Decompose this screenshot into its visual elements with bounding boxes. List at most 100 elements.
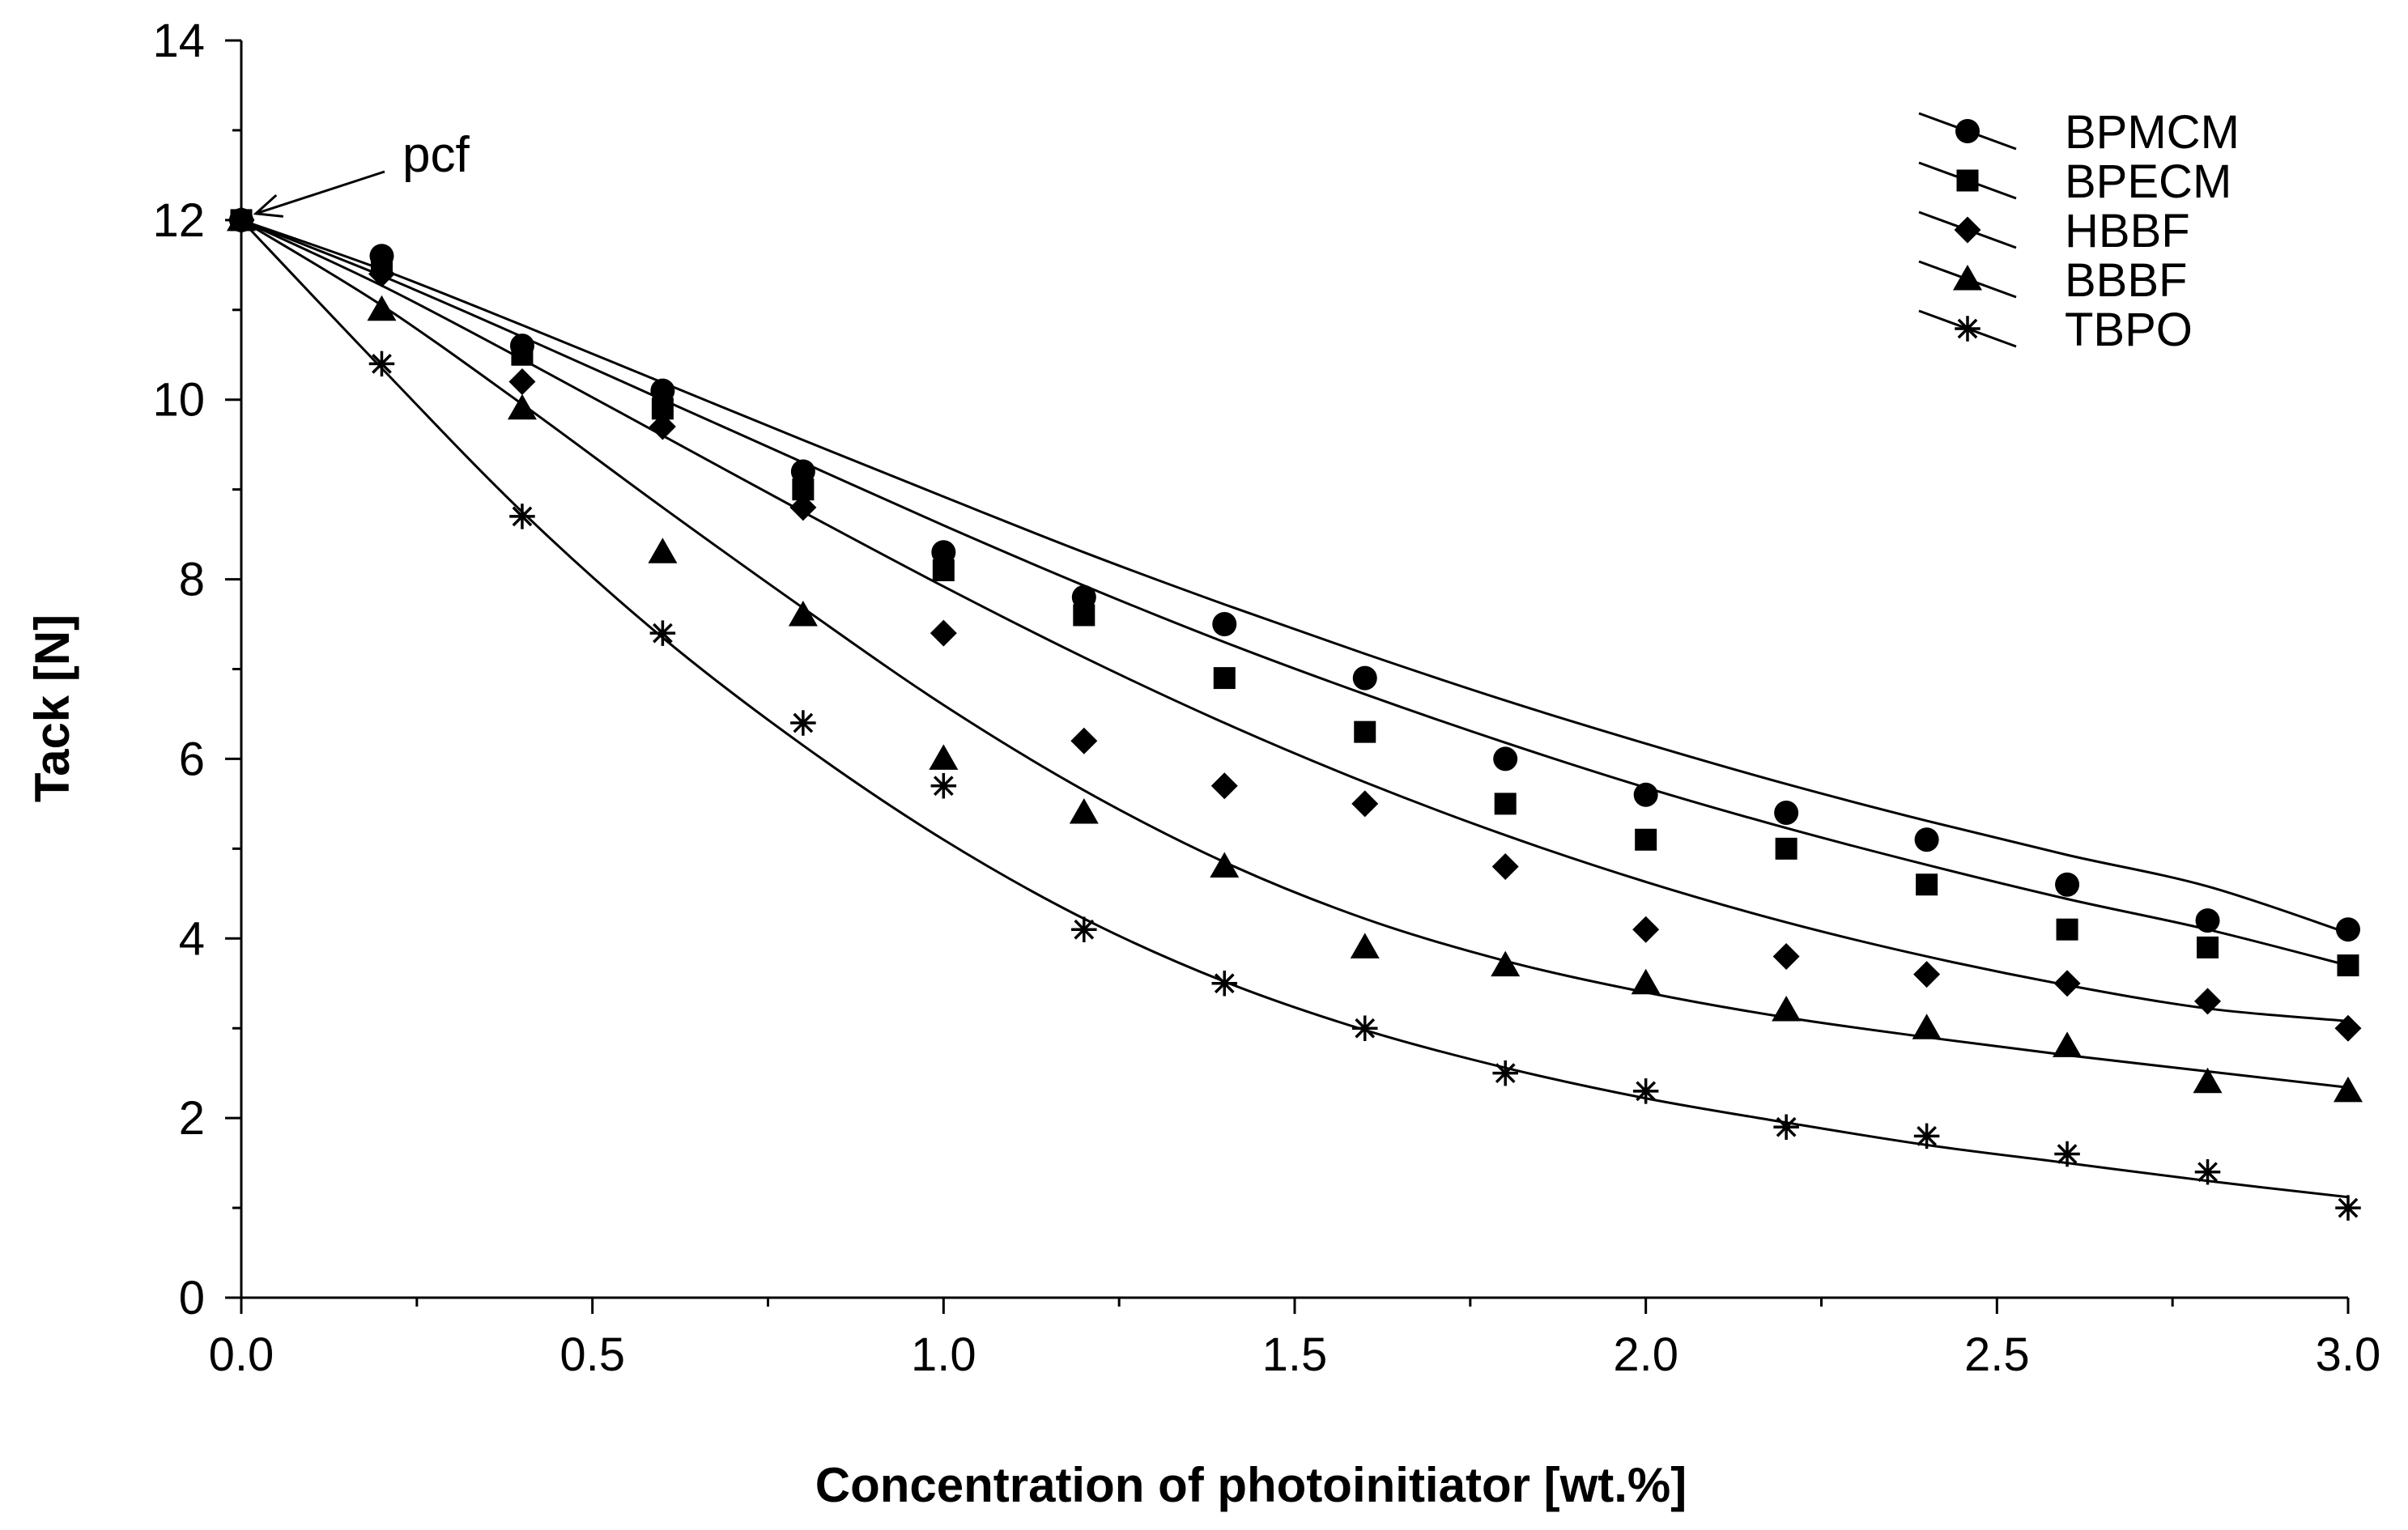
data-point-bpmcm xyxy=(2336,917,2360,942)
fit-curve-bpecm xyxy=(240,219,2349,967)
y-tick-label: 4 xyxy=(179,912,205,965)
data-point-tbpo xyxy=(1492,1060,1518,1086)
data-point-bbbf xyxy=(1350,933,1380,958)
asterisk-stroke xyxy=(1957,318,1978,339)
data-point-tbpo xyxy=(368,351,395,377)
data-point-bpecm xyxy=(2197,936,2219,958)
data-point-tbpo xyxy=(1913,1123,1940,1150)
legend-label-bpmcm: BPMCM xyxy=(2065,106,2240,159)
legend-item-tbpo: TBPO xyxy=(1918,304,2193,356)
data-point-bpecm xyxy=(1916,873,1938,896)
data-point-bpmcm xyxy=(1212,612,1237,637)
data-point-bbbf xyxy=(507,393,537,420)
data-point-bpecm xyxy=(1494,793,1517,815)
data-point-bbbf xyxy=(1210,852,1240,878)
annotation-arrow xyxy=(255,170,385,215)
axes: 0.0 0.5 1.0 1.5 2.0 2.5 3.0 0 2 4 6 8 10 12 14 xyxy=(152,15,2380,1381)
x-tick-label: 0.5 xyxy=(559,1328,625,1381)
data-point-tbpo xyxy=(2335,1195,2361,1221)
asterisk-stroke xyxy=(1776,1116,1797,1137)
x-axis-label: Concentration of photoinitiator [wt.%] xyxy=(815,1458,1687,1512)
data-point-bpecm xyxy=(2056,918,2078,941)
data-point-bpmcm xyxy=(1914,827,1939,852)
annotation-arrowhead xyxy=(253,193,283,218)
legend-marker-hbbf xyxy=(1954,216,1981,244)
asterisk-stroke xyxy=(653,623,673,644)
data-point-tbpo xyxy=(1773,1114,1799,1140)
asterisk-stroke xyxy=(793,712,814,733)
asterisk-stroke xyxy=(1355,1018,1376,1039)
data-point-tbpo xyxy=(1071,916,1097,942)
data-point-bpmcm xyxy=(1633,782,1658,807)
data-point-tbpo xyxy=(509,504,535,529)
fit-curve-hbbf xyxy=(240,219,2349,1022)
data-markers xyxy=(227,205,2363,1221)
data-point-hbbf xyxy=(368,260,395,287)
legend-item-bpecm: BPECM xyxy=(1918,155,2231,208)
fit-curve-bpmcm xyxy=(240,219,2349,935)
data-point-tbpo xyxy=(1211,971,1238,997)
data-point-bpmcm xyxy=(1352,665,1377,691)
data-point-tbpo xyxy=(649,620,676,646)
data-point-bbbf xyxy=(1491,950,1521,977)
legend-marker-bbbf xyxy=(1953,265,1982,291)
data-point-hbbf xyxy=(930,619,957,647)
y-axis-label: Tack [N] xyxy=(25,614,79,802)
data-point-hbbf xyxy=(1491,853,1519,881)
data-point-bpecm xyxy=(1635,828,1657,851)
y-tick-label: 6 xyxy=(179,733,205,785)
asterisk-stroke xyxy=(1917,1125,1937,1146)
data-point-bbbf xyxy=(788,600,818,627)
legend-marker-bpecm xyxy=(1956,169,1979,192)
data-point-hbbf xyxy=(2334,1014,2362,1042)
data-point-bbbf xyxy=(2193,1067,2223,1094)
data-point-bpmcm xyxy=(650,378,675,403)
data-point-hbbf xyxy=(1913,961,1941,988)
data-point-bbbf xyxy=(1772,996,1802,1022)
data-point-bbbf xyxy=(648,538,678,563)
data-point-bpmcm xyxy=(931,540,956,565)
data-point-bpecm xyxy=(932,559,955,581)
data-point-hbbf xyxy=(1210,772,1238,800)
data-point-bbbf xyxy=(1069,797,1099,824)
fit-curve-bbbf xyxy=(240,219,2349,1089)
data-point-hbbf xyxy=(1772,942,1800,970)
data-point-hbbf xyxy=(789,494,817,521)
data-point-bpecm xyxy=(511,343,534,366)
data-point-tbpo xyxy=(228,207,254,233)
annotation: pcf xyxy=(253,127,470,218)
data-point-bpecm xyxy=(1213,667,1236,690)
data-point-hbbf xyxy=(508,368,536,396)
asterisk-stroke xyxy=(2197,1162,2218,1183)
asterisk-stroke xyxy=(2338,1197,2359,1218)
data-point-bbbf xyxy=(1631,968,1661,995)
data-point-hbbf xyxy=(1632,916,1660,943)
data-point-bpmcm xyxy=(2055,872,2080,897)
data-point-bbbf xyxy=(2053,1031,2083,1057)
data-point-hbbf xyxy=(649,413,676,440)
x-tick-label: 2.0 xyxy=(1613,1328,1678,1381)
asterisk-stroke xyxy=(933,776,954,797)
data-point-bpmcm xyxy=(1774,800,1799,825)
data-point-tbpo xyxy=(1632,1078,1659,1104)
fit-curves xyxy=(240,219,2349,1199)
y-tick-label: 0 xyxy=(179,1272,205,1324)
asterisk-stroke xyxy=(2057,1144,2078,1164)
data-point-tbpo xyxy=(2054,1141,2080,1167)
legend-label-bpecm: BPECM xyxy=(2065,155,2231,208)
legend-marker-bpmcm xyxy=(1955,119,1980,143)
legend-marker-tbpo xyxy=(1955,316,1980,342)
x-tick-label: 2.5 xyxy=(1964,1328,2030,1381)
legend-label-hbbf: HBBF xyxy=(2065,205,2190,257)
y-tick-label: 12 xyxy=(152,194,205,247)
asterisk-stroke xyxy=(372,353,392,374)
data-point-hbbf xyxy=(1070,727,1098,754)
legend-item-hbbf: HBBF xyxy=(1918,205,2190,257)
legend-item-bpmcm: BPMCM xyxy=(1918,106,2240,159)
data-point-bbbf xyxy=(367,295,397,321)
data-point-tbpo xyxy=(1351,1015,1378,1041)
asterisk-stroke xyxy=(1074,919,1095,940)
data-point-hbbf xyxy=(2194,988,2222,1015)
data-point-bbbf xyxy=(929,744,959,770)
